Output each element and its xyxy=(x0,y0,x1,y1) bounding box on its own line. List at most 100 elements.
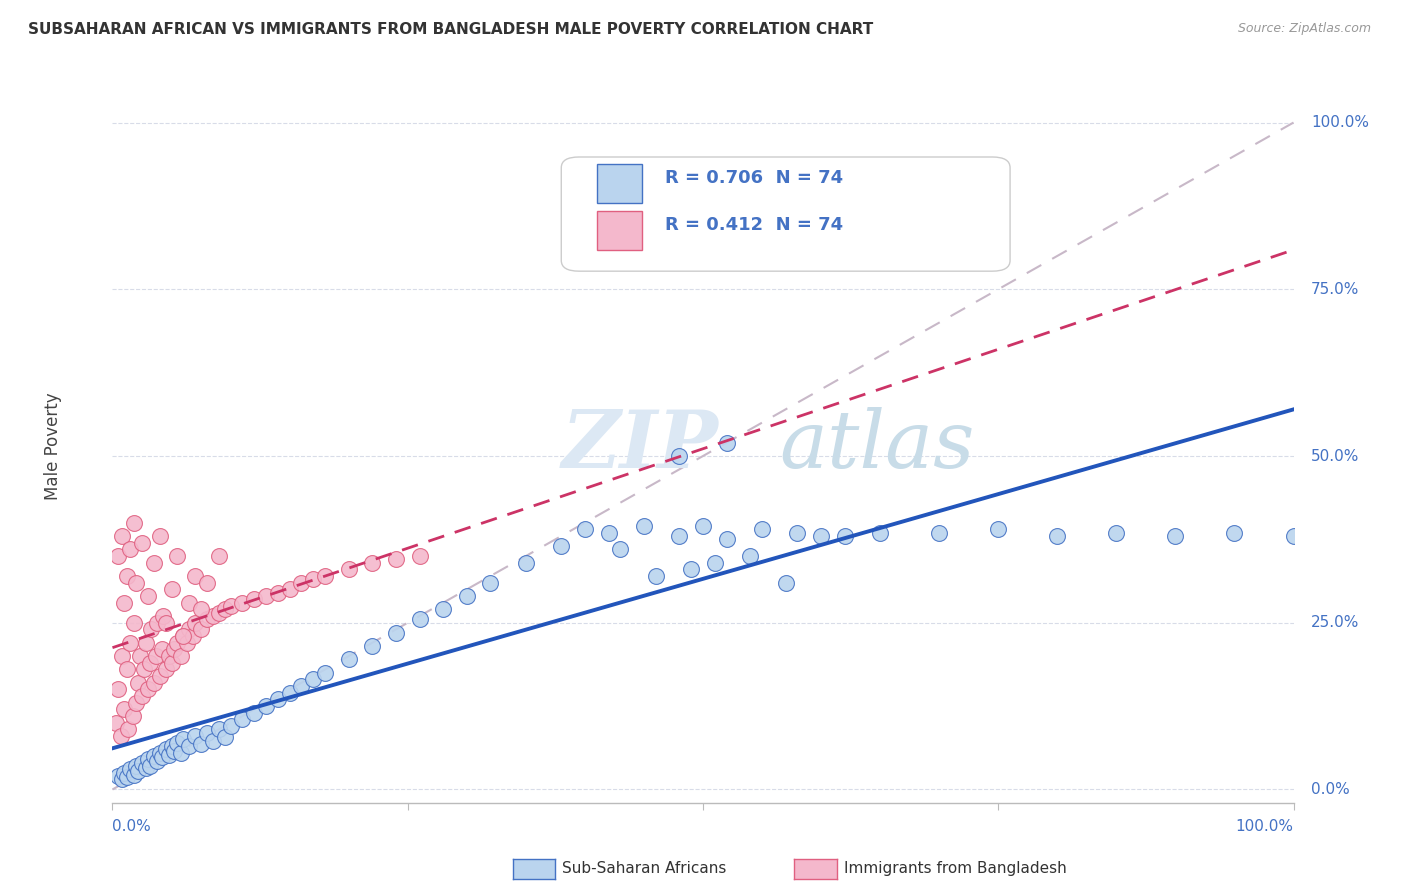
Point xyxy=(170,746,193,760)
Point xyxy=(314,665,336,680)
Point xyxy=(149,669,172,683)
Point xyxy=(385,552,408,566)
Point xyxy=(408,549,430,563)
Point xyxy=(385,625,408,640)
Point xyxy=(1164,529,1187,543)
Point xyxy=(117,723,139,737)
Point xyxy=(115,771,138,785)
Point xyxy=(125,696,148,710)
Point xyxy=(243,706,266,720)
Point xyxy=(122,615,145,630)
Point xyxy=(214,602,236,616)
Point xyxy=(302,573,325,587)
Text: R = 0.706  N = 74: R = 0.706 N = 74 xyxy=(665,169,844,187)
Point xyxy=(928,525,950,540)
Point xyxy=(134,662,156,676)
Point xyxy=(166,549,188,563)
Point xyxy=(219,599,242,613)
Point xyxy=(111,772,134,787)
Point xyxy=(201,609,224,624)
Point xyxy=(149,529,172,543)
Point xyxy=(337,562,360,576)
Point xyxy=(692,519,714,533)
Point xyxy=(135,636,157,650)
Point xyxy=(290,679,312,693)
Point xyxy=(668,529,690,543)
Point xyxy=(267,692,290,706)
Point xyxy=(219,719,242,733)
Point xyxy=(751,522,773,536)
Point xyxy=(278,686,301,700)
Point xyxy=(142,675,165,690)
Point xyxy=(145,649,167,664)
Text: atlas: atlas xyxy=(780,408,976,484)
Point xyxy=(149,746,172,760)
Point xyxy=(160,656,183,670)
Point xyxy=(179,739,201,753)
Point xyxy=(160,739,183,753)
Text: R = 0.412  N = 74: R = 0.412 N = 74 xyxy=(665,216,844,234)
Point xyxy=(703,556,725,570)
Point xyxy=(141,623,163,637)
Point xyxy=(110,729,132,743)
Point xyxy=(716,435,738,450)
Text: SUBSAHARAN AFRICAN VS IMMIGRANTS FROM BANGLADESH MALE POVERTY CORRELATION CHART: SUBSAHARAN AFRICAN VS IMMIGRANTS FROM BA… xyxy=(28,22,873,37)
Point xyxy=(112,596,135,610)
Point xyxy=(112,702,135,716)
Point xyxy=(181,629,204,643)
Point xyxy=(195,612,218,626)
Point xyxy=(179,623,201,637)
Point xyxy=(172,629,194,643)
Point xyxy=(166,736,188,750)
Text: Immigrants from Bangladesh: Immigrants from Bangladesh xyxy=(844,862,1066,876)
Point xyxy=(598,525,620,540)
Point xyxy=(136,752,159,766)
Point xyxy=(139,656,162,670)
Point xyxy=(163,744,186,758)
Text: 100.0%: 100.0% xyxy=(1236,820,1294,835)
Point xyxy=(456,589,478,603)
Point xyxy=(195,725,218,739)
Point xyxy=(150,750,173,764)
Text: 25.0%: 25.0% xyxy=(1312,615,1360,631)
Point xyxy=(267,585,290,599)
Point xyxy=(214,731,236,745)
Point xyxy=(1105,525,1128,540)
Point xyxy=(157,747,180,762)
Point xyxy=(201,734,224,748)
Point xyxy=(163,642,186,657)
Point xyxy=(120,763,142,777)
Point xyxy=(142,556,165,570)
FancyBboxPatch shape xyxy=(596,164,641,203)
Point xyxy=(574,522,596,536)
Point xyxy=(1046,529,1069,543)
Point xyxy=(184,729,207,743)
Point xyxy=(139,759,162,773)
Point xyxy=(740,549,762,563)
Point xyxy=(155,662,177,676)
Point xyxy=(146,755,169,769)
Point xyxy=(208,606,231,620)
Point xyxy=(105,715,128,730)
Point xyxy=(170,649,193,664)
Point xyxy=(127,675,149,690)
Point xyxy=(120,542,142,557)
Point xyxy=(231,713,253,727)
Point xyxy=(190,737,212,751)
Text: 50.0%: 50.0% xyxy=(1312,449,1360,464)
Point xyxy=(408,612,430,626)
Point xyxy=(716,533,738,547)
Point xyxy=(155,742,177,756)
Point xyxy=(112,765,135,780)
Point xyxy=(337,652,360,666)
Text: 100.0%: 100.0% xyxy=(1312,115,1369,130)
Point xyxy=(150,642,173,657)
Point xyxy=(314,569,336,583)
Point xyxy=(515,556,537,570)
Point xyxy=(190,602,212,616)
Point xyxy=(107,769,129,783)
Text: Source: ZipAtlas.com: Source: ZipAtlas.com xyxy=(1237,22,1371,36)
Point xyxy=(166,636,188,650)
Point xyxy=(115,662,138,676)
Point xyxy=(120,636,142,650)
